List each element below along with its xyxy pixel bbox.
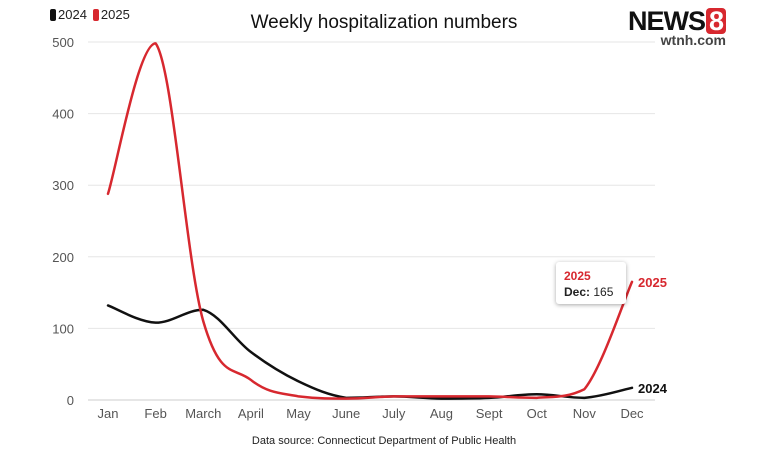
tooltip-series: 2025 (564, 269, 591, 283)
legend-label-2024: 2024 (58, 7, 87, 22)
legend-label-2025: 2025 (100, 7, 130, 22)
y-tick-label-500: 500 (52, 35, 74, 50)
x-tick-label-sept: Sept (476, 406, 503, 421)
end-label-2025: 2025 (638, 275, 667, 290)
tooltip-body: Dec: 165 (564, 284, 626, 300)
y-tick-label-100: 100 (52, 321, 74, 336)
x-tick-label-may: May (286, 406, 311, 421)
y-tick-label-300: 300 (52, 178, 74, 193)
x-tick-label-aug: Aug (430, 406, 453, 421)
x-tick-label-nov: Nov (573, 406, 597, 421)
x-tick-label-feb: Feb (144, 406, 166, 421)
legend-item-2024[interactable]: 2024 (50, 7, 87, 22)
tooltip-value: 165 (593, 285, 614, 299)
news8-logo: NEWS 8 wtnh.com (614, 8, 726, 47)
y-tick-label-200: 200 (52, 250, 74, 265)
series-line-2024 (106, 304, 634, 400)
x-tick-label-dec: Dec (620, 406, 644, 421)
x-tick-label-july: July (382, 406, 406, 421)
end-label-2024: 2024 (638, 381, 668, 396)
y-tick-label-400: 400 (52, 107, 74, 122)
x-tick-label-april: April (238, 406, 264, 421)
logo-number: 8 (705, 8, 726, 35)
legend-swatch-2024 (50, 8, 56, 21)
logo-news-text: NEWS (627, 6, 706, 36)
data-tooltip: 2025 Dec: 165 (556, 262, 626, 304)
logo-site: wtnh.com (660, 32, 726, 48)
legend-swatch-2025 (92, 8, 99, 21)
data-source: Data source: Connecticut Department of P… (251, 435, 517, 447)
x-tick-label-oct: Oct (527, 406, 548, 421)
y-tick-label-0: 0 (67, 393, 74, 408)
tooltip-label: Dec: (564, 285, 591, 299)
x-tick-label-jan: Jan (98, 406, 119, 421)
legend: 2024 2025 (50, 7, 130, 22)
logo-wordmark: NEWS 8 (614, 6, 726, 36)
chart-title: Weekly hospitalization numbers (250, 12, 518, 33)
legend-item-2025[interactable]: 2025 (92, 7, 130, 22)
x-tick-label-june: June (332, 406, 360, 421)
x-tick-label-march: March (185, 406, 221, 421)
series-line-2025 (106, 42, 634, 400)
